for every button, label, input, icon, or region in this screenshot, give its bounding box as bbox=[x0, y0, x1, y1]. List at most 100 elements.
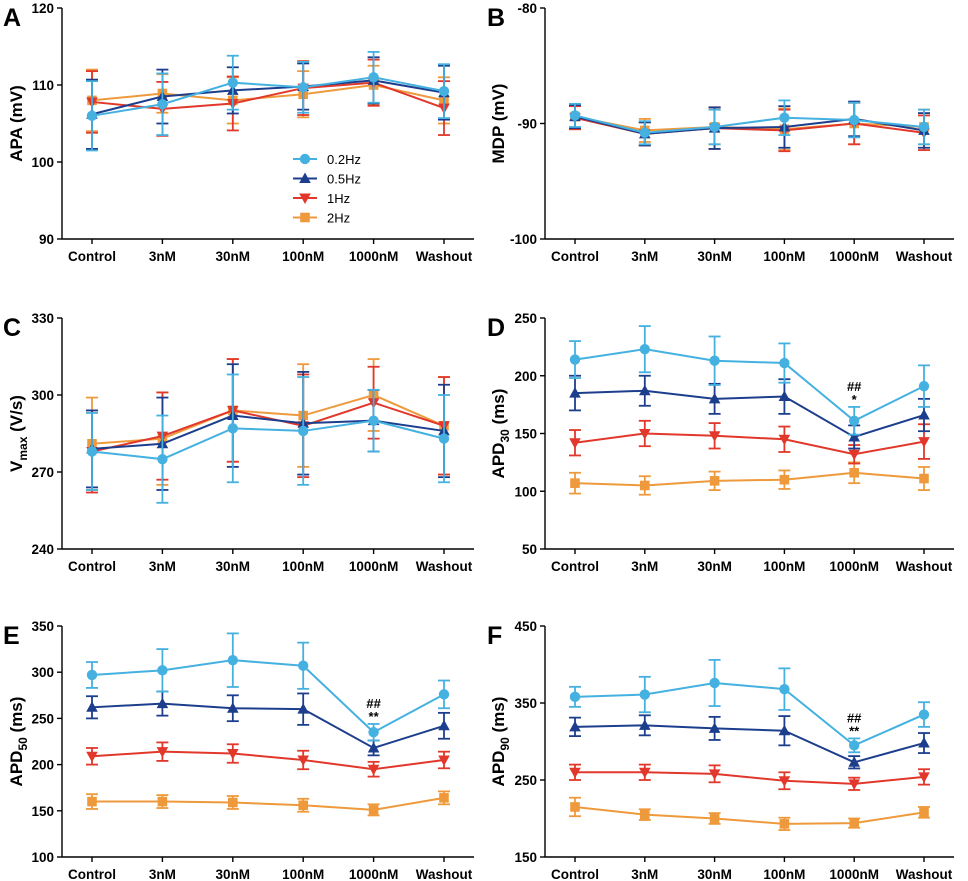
legend-marker bbox=[299, 172, 311, 183]
y-axis-label-main: V bbox=[7, 460, 26, 472]
y-tick-label: 150 bbox=[31, 804, 54, 819]
series-line bbox=[574, 432, 925, 456]
series-line bbox=[91, 83, 445, 102]
data-point bbox=[227, 654, 238, 666]
data-point bbox=[778, 724, 791, 736]
x-tick-label: 30nM bbox=[216, 249, 251, 264]
series-2hz bbox=[86, 790, 450, 817]
data-point bbox=[708, 769, 721, 780]
series-line bbox=[91, 750, 445, 771]
data-point bbox=[919, 473, 929, 484]
data-point bbox=[848, 449, 860, 461]
y-tick-label: -90 bbox=[517, 117, 537, 132]
legend-label: 0.2Hz bbox=[327, 152, 361, 167]
data-point bbox=[298, 425, 309, 437]
data-point bbox=[919, 807, 929, 818]
series-1hz bbox=[569, 763, 930, 791]
x-tick-label: Control bbox=[551, 867, 599, 881]
series-2hz bbox=[569, 461, 930, 496]
legend-marker bbox=[300, 212, 310, 223]
panel-e: E 100 150 200 250 300 350 Control 3nM 30nM 100nM 10… bbox=[3, 619, 474, 881]
panel-a: A 90 100 110 120 Control 3nM 30nM 100nM 1000nM Was… bbox=[3, 1, 474, 264]
data-point bbox=[918, 409, 930, 420]
series-0-2hz bbox=[86, 50, 450, 152]
y-axis-label: APD50 (ms) bbox=[7, 697, 30, 787]
data-point bbox=[438, 719, 450, 731]
data-point bbox=[297, 755, 309, 766]
y-tick-label: 250 bbox=[514, 773, 537, 788]
data-point bbox=[639, 384, 651, 396]
series-0-5hz bbox=[86, 56, 450, 150]
data-point bbox=[708, 722, 721, 733]
data-point bbox=[438, 433, 450, 444]
data-point bbox=[367, 741, 380, 753]
data-point bbox=[918, 121, 930, 133]
data-point bbox=[157, 99, 168, 110]
x-tick-label: Washout bbox=[416, 249, 473, 264]
y-tick-label: 50 bbox=[522, 542, 537, 557]
x-tick-label: Washout bbox=[896, 867, 953, 881]
y-axis-label: APD90 (ms) bbox=[489, 697, 512, 787]
y-axis-label-subscript: 50 bbox=[16, 737, 30, 751]
y-axis-label: MDP (mV) bbox=[489, 84, 508, 164]
panel-c: C 240 270 300 330 Control 3nM 30nM 100nM 1000nM Wa… bbox=[3, 311, 474, 574]
y-axis-label-subscript: max bbox=[16, 436, 30, 460]
x-tick-label: Control bbox=[68, 867, 116, 881]
x-tick-label: 30nM bbox=[216, 559, 251, 574]
y-axis-label-unit: (ms) bbox=[489, 697, 508, 738]
data-point bbox=[848, 779, 860, 790]
data-point bbox=[86, 701, 98, 712]
significance-hash: ## bbox=[847, 379, 862, 394]
legend-label: 2Hz bbox=[327, 211, 350, 226]
data-point bbox=[639, 127, 650, 138]
series-line bbox=[92, 796, 445, 811]
y-axis-label-subscript: 30 bbox=[498, 429, 512, 443]
data-point bbox=[157, 796, 168, 807]
data-point bbox=[779, 819, 790, 829]
x-tick-label: 3nM bbox=[149, 559, 176, 574]
data-point bbox=[570, 478, 580, 488]
y-tick-label: 200 bbox=[514, 369, 537, 384]
y-tick-label: 100 bbox=[514, 484, 537, 499]
x-tick-label: 1000nM bbox=[829, 559, 879, 574]
panel-letter: E bbox=[3, 622, 20, 650]
data-point bbox=[779, 683, 790, 695]
data-point bbox=[569, 387, 581, 398]
data-point bbox=[639, 343, 650, 355]
series-line bbox=[91, 702, 445, 750]
panel-letter: D bbox=[487, 314, 505, 342]
data-point bbox=[86, 751, 98, 763]
series-line bbox=[574, 681, 925, 747]
data-point bbox=[849, 114, 860, 126]
panel-letter: A bbox=[3, 4, 21, 32]
data-point bbox=[849, 415, 860, 426]
series-0-2hz bbox=[86, 632, 450, 742]
y-tick-label: 100 bbox=[31, 850, 54, 865]
x-tick-label: 30nM bbox=[216, 867, 251, 881]
data-point bbox=[569, 691, 581, 703]
series-0-2hz bbox=[569, 99, 930, 146]
data-point bbox=[848, 430, 860, 442]
x-tick-label: 100nM bbox=[763, 249, 805, 264]
series-1hz bbox=[86, 741, 450, 778]
data-point bbox=[86, 110, 98, 122]
x-tick-label: 3nM bbox=[149, 249, 176, 264]
y-axis-label-subscript: 90 bbox=[498, 737, 512, 751]
y-tick-label: 110 bbox=[32, 78, 54, 93]
data-point bbox=[156, 697, 169, 709]
panel-letter: C bbox=[3, 314, 21, 342]
x-tick-label: Washout bbox=[416, 867, 473, 881]
y-axis-label-main: APD bbox=[7, 751, 26, 787]
series-2hz bbox=[569, 796, 930, 831]
data-point bbox=[298, 82, 309, 93]
x-tick-label: 30nM bbox=[697, 249, 732, 264]
data-point bbox=[368, 72, 379, 83]
data-point bbox=[709, 677, 720, 689]
x-tick-label: 3nM bbox=[631, 559, 658, 574]
y-tick-label: 200 bbox=[31, 758, 54, 773]
x-tick-label: 3nM bbox=[631, 249, 658, 264]
x-tick-label: 100nM bbox=[282, 559, 324, 574]
series-line bbox=[91, 659, 445, 734]
data-point bbox=[438, 755, 450, 766]
y-tick-label: 120 bbox=[31, 1, 54, 16]
